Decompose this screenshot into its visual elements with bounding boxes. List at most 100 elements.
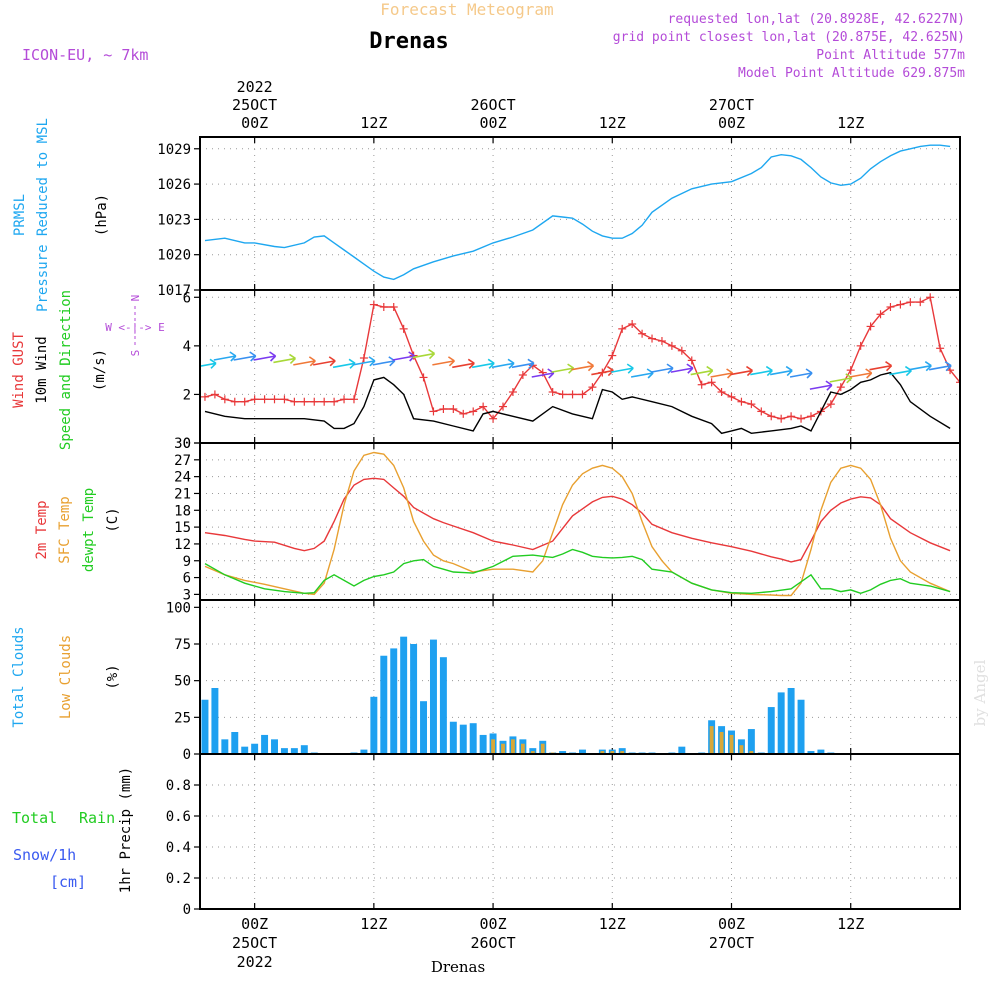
low-cloud-bar [709,726,714,754]
wind-direction-arrow [630,368,654,379]
low-cloud-bar [610,751,615,754]
wind-ytick-label: 0 [183,436,191,452]
gust-marker [290,397,299,406]
total-cloud-bar [360,749,368,754]
gust-marker [349,395,358,404]
low-cloud-bar [600,751,605,754]
precip-ytick-label: 0.8 [166,778,191,794]
gust-marker [628,320,637,328]
temperature-plot [204,451,951,597]
top-hour-label: 12Z [360,114,387,132]
pressure-ytick-label: 1020 [157,248,191,264]
t2m-label: 2m Temp [34,500,50,559]
gust-marker [499,402,508,411]
low-cloud-bar [739,745,744,754]
pressure-ytick-label: 1017 [157,283,191,299]
wind-direction-arrow [372,356,396,367]
wind-direction-arrow [511,358,535,369]
dewpt-label: dewpt Temp [81,488,97,572]
clouds-ytick-label: 50 [174,674,191,690]
wind-direction-arrow [213,351,237,362]
gust-marker [389,303,398,311]
total-cloud-bar [420,701,428,754]
gust-marker [210,390,219,399]
gust-marker [340,395,349,404]
bottom-hour-label: 00Z [480,915,507,933]
total-cloud-bar [807,751,815,754]
gust-marker [200,392,209,401]
wind-direction-arrow [273,353,297,364]
point-altitude: Point Altitude 577m [816,48,965,63]
bottom-hour-label: 12Z [360,915,387,933]
total-cloud-bar [280,748,288,754]
gust-marker [558,390,567,399]
low-cloud-bar [729,734,734,754]
total-clouds-label: Total Clouds [11,626,27,727]
precip-labels: Total Rain Snow/1h [cm] 1hr Precip (mm) [12,767,134,893]
low-cloud-bar [749,751,754,754]
total-cloud-bar [479,734,487,754]
temperature-ytick-label: 18 [174,503,191,519]
bottom-year-label: 2022 [237,953,273,971]
wind-ytick-label: 4 [183,339,191,355]
rain-label: Rain [79,809,115,827]
total-cloud-bar [678,746,686,754]
gust-marker [826,400,835,409]
pressure-labels: PRMSL Pressure Reduced to MSL (hPa) [12,118,110,312]
c-unit: (C) [105,507,121,532]
clouds-grid [200,600,960,755]
low-cloud-bar [620,751,625,754]
gust-marker [767,412,776,421]
wind-direction-arrow [571,361,595,372]
gust-marker [747,400,756,409]
precip-ytick-label: 0.2 [166,871,191,887]
gust-marker [469,407,478,416]
wind-direction-arrow [829,373,853,384]
gust-marker [648,334,657,343]
cm-label: [cm] [50,873,86,891]
wind-direction-arrow [432,356,455,367]
bottom-date-label: 27OCT [709,934,754,952]
clouds-plot [201,636,835,754]
total-cloud-bar [261,734,269,754]
top-hour-label: 00Z [480,114,507,132]
gust-marker [677,346,686,355]
gust-marker [777,414,786,423]
gust-marker [479,402,488,411]
top-hour-label: 12Z [599,114,626,132]
wind-direction-arrow [313,356,336,367]
wind-direction-arrow [869,361,893,372]
clouds-ytick-label: 75 [174,637,191,653]
clouds-ytick-label: 100 [166,600,191,616]
total-cloud-bar [251,743,259,754]
gust-marker [737,397,746,406]
2m-temp-line [204,477,951,563]
speed-dir-label: Speed and Direction [58,290,74,450]
bottom-hour-label: 00Z [718,915,745,933]
gust-marker [379,303,388,311]
gust-marker [369,300,378,309]
pressure-ytick-label: 1026 [157,177,191,193]
total-cloud-bar [429,639,437,754]
wind-direction-arrow [928,361,952,372]
total-cloud-bar [201,699,209,754]
wind-direction-arrow [412,348,436,360]
wind-direction-arrow [710,368,734,379]
temperature-ytick-label: 27 [174,453,191,469]
precip-axis-label: 1hr Precip (mm) [118,767,134,893]
total-cloud-bar [559,751,567,754]
low-clouds-label: Low Clouds [58,635,74,719]
gust-marker [250,395,259,404]
total-cloud-bar [449,721,457,754]
total-cloud-bar [459,724,467,754]
wind-ytick-label: 2 [183,387,191,403]
gust-marker [916,298,925,307]
top-hour-label: 12Z [837,114,864,132]
cloud-labels: Total Clouds Low Clouds (%) [11,626,121,727]
total-cloud-bar [211,688,219,754]
gust-marker [886,303,895,311]
bottom-hour-label: 12Z [837,915,864,933]
hpa-unit: (hPa) [94,194,110,236]
